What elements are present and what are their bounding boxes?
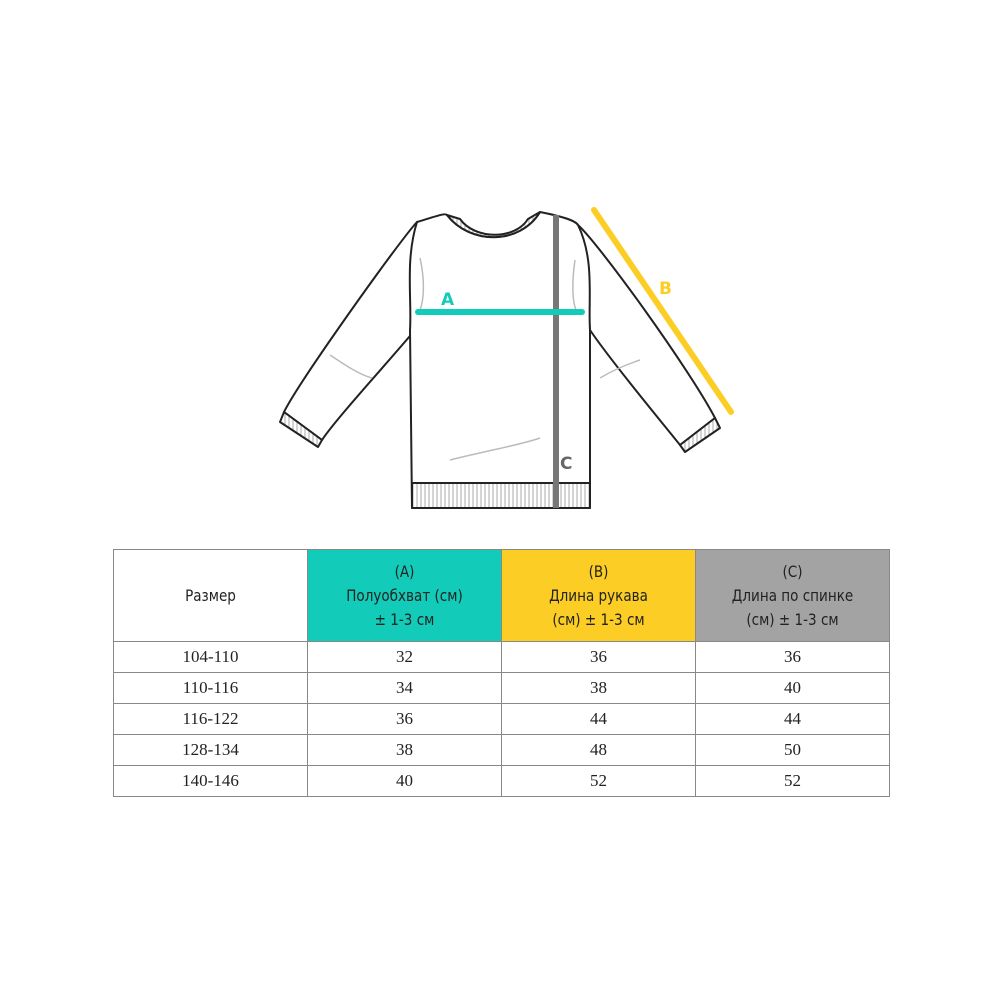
header-line: (A) [394, 561, 415, 581]
header-line: (C) [782, 561, 803, 581]
table-cell: 34 [307, 672, 502, 704]
table-cell: 32 [307, 641, 502, 673]
label-c: C [560, 454, 572, 474]
header-line: Длина по спинке [731, 585, 854, 605]
table-cell: 50 [695, 734, 890, 766]
table-cell: 52 [501, 765, 696, 797]
table-row: 116-122 36 44 44 [113, 703, 890, 735]
table-cell: 40 [695, 672, 890, 704]
table-row: 140-146 40 52 52 [113, 765, 890, 797]
header-line: Размер [185, 585, 236, 605]
column-header-2: (B) Длина рукава (см) ± 1-3 см [501, 549, 696, 642]
right-sleeve [577, 224, 716, 446]
table-cell: 52 [695, 765, 890, 797]
table-cell: 44 [501, 703, 696, 735]
header-line: ± 1-3 см [374, 609, 435, 629]
left-cuff [279, 411, 323, 448]
table-cell: 140-146 [113, 765, 308, 797]
column-header-1: (A) Полуобхват (см) ± 1-3 см [307, 549, 502, 642]
table-cell: 38 [501, 672, 696, 704]
header-line: (см) ± 1-3 см [746, 609, 839, 629]
neck-band [446, 211, 541, 239]
table-row: 104-110 32 36 36 [113, 641, 890, 673]
right-cuff [679, 417, 721, 453]
size-table: Размер (A) Полуобхват (см) ± 1-3 см (B) Длина… [113, 549, 890, 797]
column-header-3: (C) Длина по спинке (см) ± 1-3 см [695, 549, 890, 642]
table-cell: 36 [501, 641, 696, 673]
table-cell: 110-116 [113, 672, 308, 704]
header-line: Длина рукава [549, 585, 648, 605]
sweater-diagram: A B C [279, 207, 734, 509]
table-cell: 48 [501, 734, 696, 766]
column-header-0: Размер [113, 549, 308, 642]
header-line: Полуобхват (см) [346, 585, 463, 605]
table-cell: 40 [307, 765, 502, 797]
table-row: 110-116 34 38 40 [113, 672, 890, 704]
table-cell: 36 [307, 703, 502, 735]
table-cell: 128-134 [113, 734, 308, 766]
table-cell: 44 [695, 703, 890, 735]
table-cell: 36 [695, 641, 890, 673]
hem-band [411, 482, 591, 509]
header-line: (см) ± 1-3 см [552, 609, 645, 629]
measure-b-line [591, 207, 734, 415]
table-row: 128-134 38 48 50 [113, 734, 890, 766]
header-line: (B) [588, 561, 609, 581]
table-cell: 38 [307, 734, 502, 766]
table-cell: 104-110 [113, 641, 308, 673]
label-b: B [659, 279, 672, 299]
left-sleeve [283, 221, 418, 441]
label-a: A [441, 290, 455, 310]
table-cell: 116-122 [113, 703, 308, 735]
